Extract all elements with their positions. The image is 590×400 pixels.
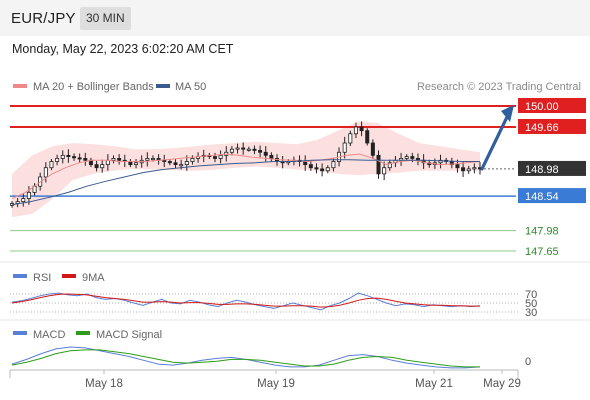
candle-body <box>404 156 409 159</box>
candle-body <box>387 162 392 169</box>
candle-body <box>263 151 268 156</box>
candle-body <box>466 168 471 172</box>
candle-body <box>218 154 223 159</box>
legend-9ma-label: 9MA <box>82 272 105 284</box>
rsi-tick-50: 50 <box>525 298 537 310</box>
price-level-tag-148.98 <box>518 160 586 176</box>
candle-body <box>83 158 88 161</box>
candle-body <box>162 159 167 162</box>
macd-tick-0: 0 <box>525 356 531 368</box>
candle-body <box>348 133 353 144</box>
legend-ma20-swatch <box>13 84 27 88</box>
price-level-label-148.98: 148.98 <box>525 164 559 176</box>
rsi-tick-70: 70 <box>525 289 537 301</box>
legend-macd-signal-swatch <box>76 331 90 335</box>
candle-body <box>241 147 246 150</box>
symbol-title: EUR/JPY <box>11 10 76 27</box>
candle-body <box>66 154 71 157</box>
macd-signal-line <box>11 349 480 368</box>
price-level-tag-148.54 <box>518 188 586 204</box>
candle-body <box>359 126 364 132</box>
x-tick-label: May 18 <box>85 378 123 390</box>
x-tick-label: May 19 <box>257 378 295 390</box>
bollinger-band <box>12 121 480 218</box>
candle-body <box>77 157 82 160</box>
candle-body <box>190 158 195 162</box>
candle-body <box>72 156 77 159</box>
candle-body <box>370 142 375 156</box>
rsi-line <box>11 292 481 311</box>
candle-body <box>461 167 466 172</box>
price-level-label-147.65: 147.65 <box>525 246 559 258</box>
ma20-line <box>11 153 481 200</box>
candle-body <box>353 126 358 135</box>
candle-body <box>325 167 330 172</box>
ma50-line <box>11 159 480 206</box>
candle-body <box>111 158 116 161</box>
candle-body <box>365 130 370 144</box>
legend-rsi-label: RSI <box>33 272 51 284</box>
candle-body <box>60 154 65 159</box>
candle-body <box>26 191 31 199</box>
legend-macd-swatch <box>13 331 27 335</box>
legend-macd-signal-label: MACD Signal <box>96 329 162 341</box>
legend-9ma-swatch <box>62 274 76 278</box>
candle-body <box>410 156 415 159</box>
candle-body <box>134 162 139 166</box>
candle-body <box>314 167 319 170</box>
candle-body <box>455 164 460 169</box>
price-level-tag-150.00 <box>518 98 586 113</box>
candle-body <box>55 158 60 162</box>
price-level-label-149.66: 149.66 <box>525 122 559 134</box>
candle-body <box>308 164 313 169</box>
candle-body <box>150 158 155 161</box>
candle-body <box>269 154 274 159</box>
chart-header: EUR/JPY 30 MIN <box>0 0 590 36</box>
candle-body <box>94 164 99 169</box>
candle-body <box>179 164 184 167</box>
forecast-arrow-shaft <box>480 113 510 171</box>
price-level-tag-149.66 <box>518 118 586 134</box>
candle-body <box>376 154 381 175</box>
candle-body <box>303 161 308 166</box>
candle-body <box>472 167 477 170</box>
candle-body <box>167 161 172 164</box>
candle-body <box>100 164 105 169</box>
candle-body <box>117 158 122 161</box>
candle-body <box>212 156 217 159</box>
legend-rsi-swatch <box>13 274 27 278</box>
candle-body <box>258 150 263 153</box>
candle-body <box>43 167 48 178</box>
price-level-label-148.54: 148.54 <box>525 191 559 203</box>
legend-ma50-swatch <box>156 84 170 88</box>
interval-button[interactable]: 30 MIN <box>80 7 131 30</box>
candle-body <box>184 161 189 166</box>
credit-text: Research © 2023 Trading Central <box>417 81 581 93</box>
price-level-label-150.00: 150.00 <box>525 101 559 113</box>
candle-body <box>252 148 257 151</box>
candle-body <box>21 198 26 203</box>
legend-ma20-label: MA 20 + Bollinger Bands <box>33 81 154 93</box>
candle-body <box>382 167 387 175</box>
forecast-arrow-head <box>501 105 514 122</box>
price-level-label-147.98: 147.98 <box>525 226 559 238</box>
candle-body <box>49 161 54 169</box>
candle-body <box>331 161 336 169</box>
legend-ma50-label: MA 50 <box>175 81 206 93</box>
rsi-tick-30: 30 <box>525 307 537 319</box>
candle-body <box>145 158 150 161</box>
candle-body <box>173 162 178 166</box>
candle-body <box>342 142 347 153</box>
candle-body <box>235 147 240 150</box>
x-tick-label: May 21 <box>415 378 453 390</box>
rsi-9ma-line <box>11 293 480 308</box>
x-tick-label: May 29 <box>483 378 521 390</box>
candle-body <box>320 168 325 172</box>
timestamp: Monday, May 22, 2023 6:02:20 AM CET <box>12 42 234 56</box>
candle-body <box>246 148 251 151</box>
candle-body <box>438 159 443 164</box>
legend-macd-label: MACD <box>33 329 65 341</box>
candle-body <box>229 148 234 153</box>
